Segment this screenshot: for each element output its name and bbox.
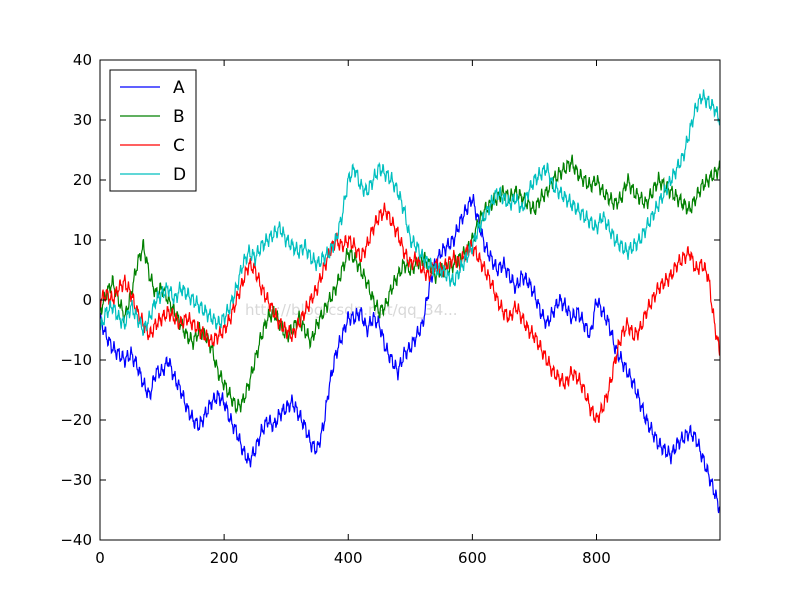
series-line-d xyxy=(100,89,720,336)
series-line-c xyxy=(100,202,720,423)
x-tick-label: 0 xyxy=(95,549,105,567)
y-tick-label: 30 xyxy=(73,111,92,129)
y-tick-label: −30 xyxy=(60,471,92,489)
x-tick-label: 200 xyxy=(210,549,239,567)
legend-label-b: B xyxy=(173,107,185,127)
y-tick-label: −40 xyxy=(60,531,92,549)
x-tick-label: 400 xyxy=(334,549,363,567)
legend-label-a: A xyxy=(173,78,185,98)
legend-label-d: D xyxy=(173,165,186,185)
x-tick-label: 800 xyxy=(582,549,611,567)
legend-frame xyxy=(109,69,197,192)
y-axis: −40 −30 −20 −10 0 10 20 30 40 xyxy=(60,51,720,549)
x-tick-label: 600 xyxy=(458,549,487,567)
y-tick-label: 0 xyxy=(82,291,92,309)
y-tick-label: −20 xyxy=(60,411,92,429)
y-tick-label: 10 xyxy=(73,231,92,249)
legend-label-c: C xyxy=(173,136,185,156)
series-line-a xyxy=(100,194,720,514)
y-tick-label: 40 xyxy=(73,51,92,69)
y-tick-label: −10 xyxy=(60,351,92,369)
series-layer xyxy=(100,89,720,514)
x-axis: 0 200 400 600 800 xyxy=(95,60,611,567)
y-tick-label: 20 xyxy=(73,171,92,189)
plot-area xyxy=(100,60,720,540)
